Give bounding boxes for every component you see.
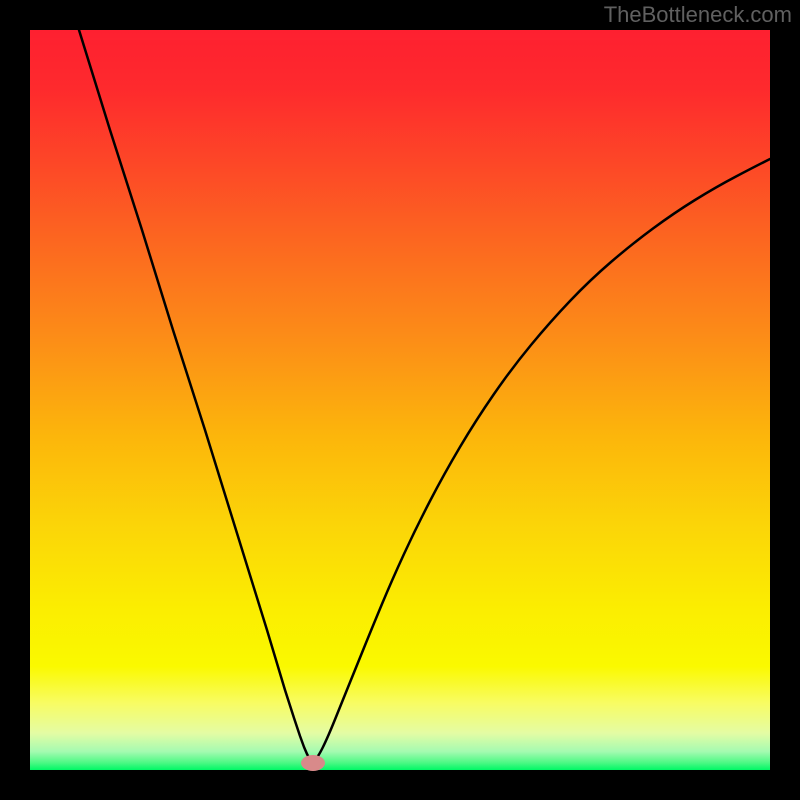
optimal-point-marker <box>301 755 325 771</box>
watermark-text: TheBottleneck.com <box>604 2 792 28</box>
plot-area <box>30 30 770 770</box>
